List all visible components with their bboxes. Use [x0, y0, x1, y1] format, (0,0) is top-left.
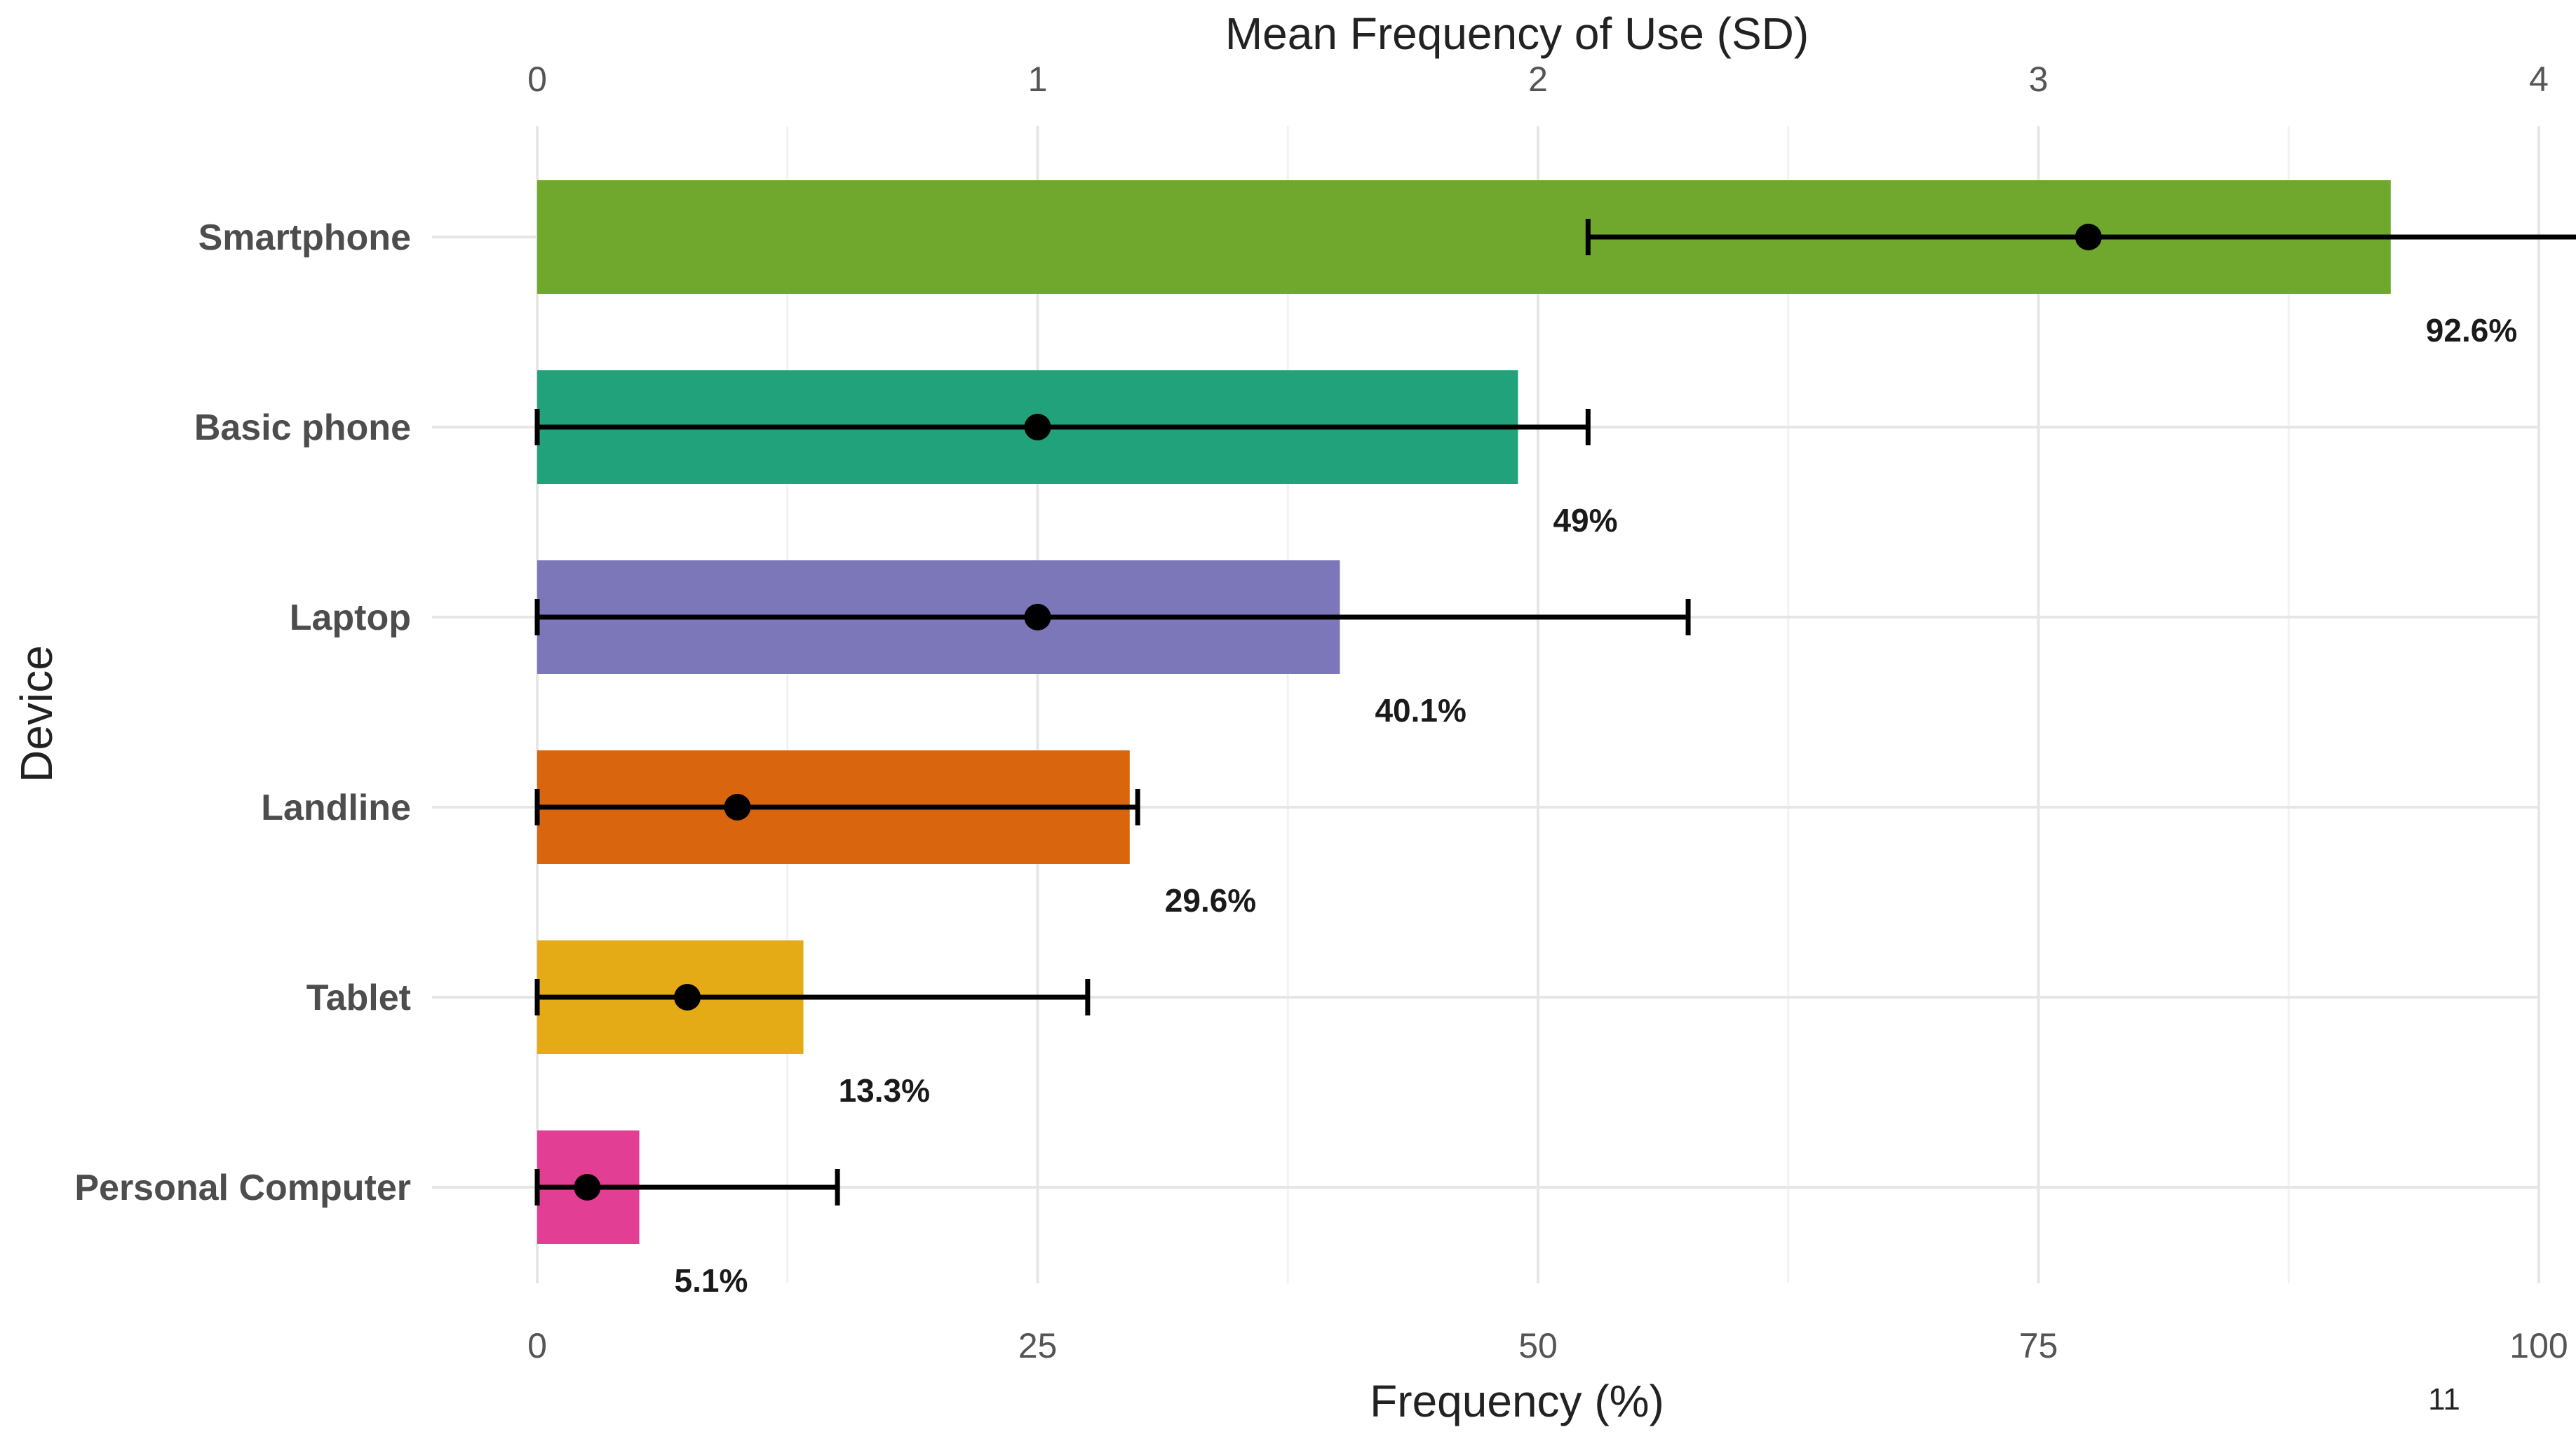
data-label: 92.6% — [2426, 312, 2517, 349]
top-tick-label: 1 — [1028, 60, 1048, 99]
category-label: Laptop — [290, 597, 411, 638]
top-tick-label: 0 — [527, 60, 547, 99]
labels: 0 25 50 75 100 0 1 2 3 4 Smartphone 92.6% Basic phon… — [74, 60, 2568, 1365]
mean-point — [574, 1174, 601, 1201]
category-label: Landline — [261, 788, 411, 828]
top-tick-label: 3 — [2029, 60, 2049, 99]
mean-point — [1024, 604, 1051, 630]
bottom-tick-label: 100 — [2509, 1326, 2568, 1365]
bottom-tick-label: 75 — [2019, 1326, 2058, 1365]
mean-point — [1024, 414, 1051, 440]
page-number: 11 — [2428, 1382, 2460, 1417]
bottom-tick-label: 0 — [527, 1326, 547, 1365]
top-tick-label: 2 — [1528, 60, 1548, 99]
grid — [432, 126, 2540, 1283]
data-label: 13.3% — [839, 1072, 930, 1109]
data-label: 29.6% — [1165, 882, 1256, 919]
category-label: Smartphone — [198, 217, 411, 258]
bottom-tick-label: 25 — [1018, 1326, 1058, 1365]
category-label: Basic phone — [194, 407, 411, 448]
y-axis-title: Device — [11, 645, 62, 783]
data-label: 5.1% — [675, 1262, 748, 1299]
top-tick-label: 4 — [2529, 60, 2549, 99]
mean-point — [2075, 224, 2102, 250]
mean-point — [674, 984, 701, 1011]
bottom-axis-title: Frequency (%) — [1370, 1376, 1664, 1426]
error-bars — [534, 219, 2576, 1205]
data-label: 40.1% — [1375, 692, 1466, 729]
top-axis-title: Mean Frequency of Use (SD) — [1225, 8, 1809, 59]
data-label: 49% — [1553, 502, 1617, 539]
mean-point — [724, 794, 751, 820]
category-label: Personal Computer — [74, 1168, 411, 1208]
category-label: Tablet — [306, 978, 411, 1018]
bottom-tick-label: 50 — [1518, 1326, 1558, 1365]
